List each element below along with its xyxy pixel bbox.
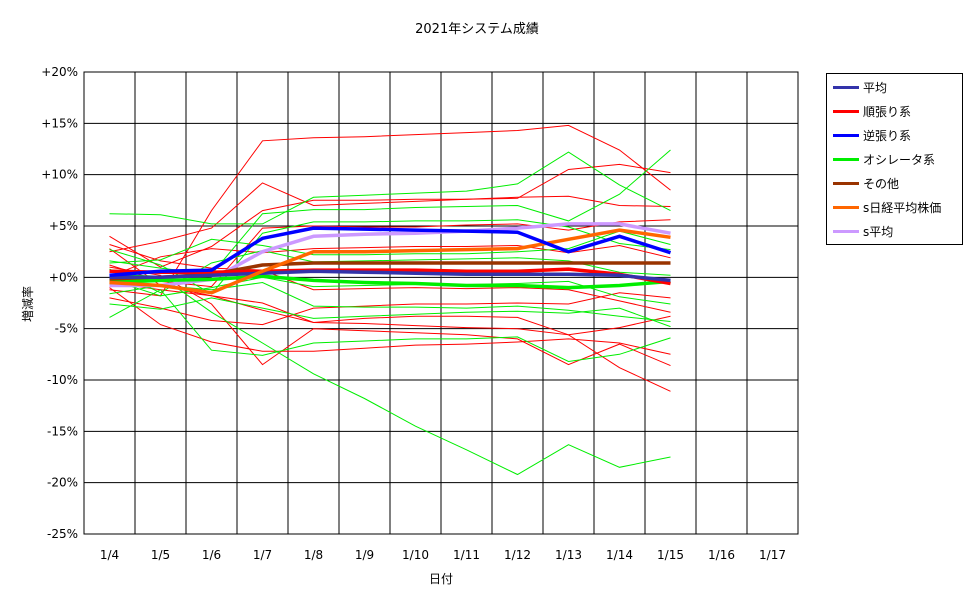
thin-series-line [109,266,671,367]
series-line [109,226,672,278]
legend-swatch [833,205,859,209]
legend-swatch [833,181,859,185]
y-tick-label: -25% [47,527,78,541]
thin-series-line [109,230,671,264]
x-tick-labels: 1/4 1/5 1/6 1/7 1/8 1/9 1/10 1/11 1/12 1/13 1/14 1/… [100,548,786,562]
y-axis-label: 増減率 [20,286,35,322]
x-tick-label: 1/10 [402,548,429,562]
x-tick-label: 1/8 [304,548,323,562]
thin-series-line [109,297,671,328]
thin-series-line [109,219,671,288]
legend: 平均 順張り系 逆張り系 オシレータ系 その他 s日経平均株価 s平均 [826,73,963,245]
legend-label: オシレータ系 [863,152,936,167]
series-line [109,228,671,295]
thin-series-line [109,163,671,253]
x-tick-label: 1/13 [555,548,582,562]
legend-item-other: その他 [833,173,899,193]
y-tick-label: +0% [49,270,78,284]
thin-series-line [109,219,671,295]
x-tick-label: 1/17 [759,548,786,562]
legend-swatch [833,85,859,89]
x-axis-label: 日付 [429,572,453,586]
x-tick-label: 1/5 [151,548,170,562]
series-line [109,274,671,290]
y-tick-label: -5% [55,322,78,336]
legend-item-nikkei: s日経平均株価 [833,197,941,217]
legend-label: 逆張り系 [863,128,912,143]
legend-swatch [833,133,859,137]
y-tick-label: +10% [41,168,78,182]
legend-item-s-average: s平均 [833,221,893,241]
plot-grid [83,71,799,535]
thin-series-line [109,292,671,326]
legend-item-average: 平均 [833,77,887,97]
thin-series-line [109,273,671,476]
x-tick-label: 1/11 [453,548,480,562]
legend-label: 順張り系 [863,104,912,119]
x-tick-label: 1/16 [708,548,735,562]
thin-series-line [109,287,671,355]
legend-label: s日経平均株価 [863,200,942,215]
thin-series-line [109,244,671,277]
thin-series-line [109,244,671,313]
thin-series-group [109,124,671,476]
x-tick-label: 1/6 [202,548,221,562]
thin-series-line [109,282,671,336]
chart-title: 2021年システム成績 [415,22,539,37]
y-tick-label: -10% [47,373,78,387]
y-tick-label: +5% [49,219,78,233]
x-tick-label: 1/14 [606,548,633,562]
thin-series-line [109,151,671,225]
legend-label: その他 [863,176,900,191]
legend-item-trend: 順張り系 [833,101,911,121]
x-tick-label: 1/15 [657,548,684,562]
legend-item-oscillator: オシレータ系 [833,149,935,169]
legend-label: s平均 [863,224,894,239]
x-tick-label: 1/4 [100,548,119,562]
x-tick-label: 1/7 [253,548,272,562]
legend-swatch [833,109,859,113]
legend-swatch [833,157,859,161]
legend-item-contrarian: 逆張り系 [833,125,911,145]
y-tick-label: -15% [47,424,78,438]
thin-series-line [109,248,671,392]
legend-swatch [833,229,859,233]
legend-label: 平均 [863,80,888,95]
main-series-group [109,222,672,295]
x-tick-label: 1/12 [504,548,531,562]
x-tick-label: 1/9 [355,548,374,562]
thin-series-line [109,289,671,363]
thin-series-line [109,124,671,297]
series-line [109,267,671,286]
series-line [109,269,671,283]
y-tick-label: +20% [41,65,78,79]
y-tick-labels: +20% +15% +10% +5% +0% -5% -10% -15% -20% -25% [41,65,78,541]
y-tick-label: +15% [41,116,78,130]
y-tick-label: -20% [47,476,78,490]
